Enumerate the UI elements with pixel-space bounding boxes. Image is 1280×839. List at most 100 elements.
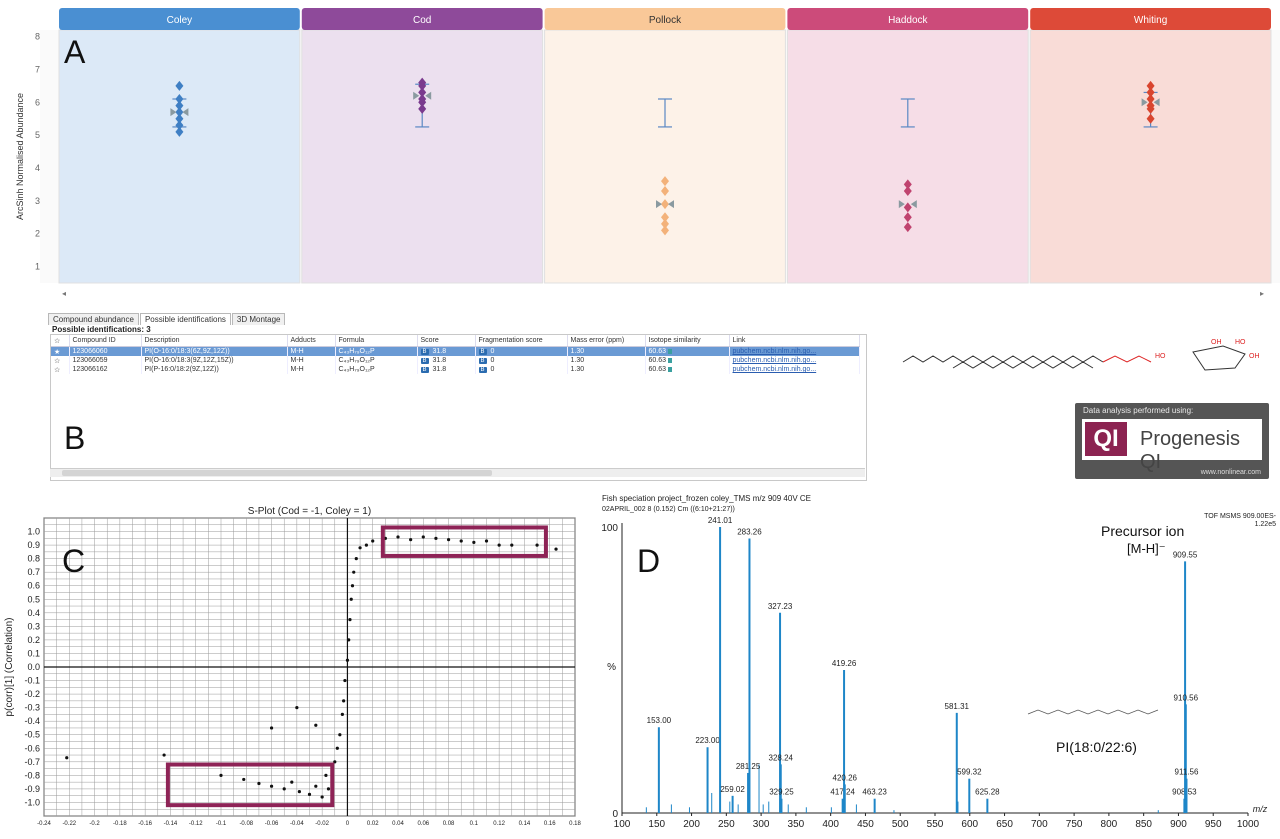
y-tick-label: -0.2 [24, 689, 40, 699]
x-tick-label: 300 [753, 819, 770, 830]
formula: C₄₃H₇₉O₁₂P [335, 365, 418, 374]
horizontal-scrollbar[interactable] [50, 468, 865, 477]
pubchem-link[interactable]: pubchem.ncbi.nlm.nih.go... [732, 348, 817, 355]
column-header[interactable]: Compound ID [69, 335, 142, 347]
column-header[interactable]: Adducts [287, 335, 336, 347]
peak-label: 223.00 [695, 736, 720, 745]
table-row[interactable]: ☆ 123066162 PI(P-16:0/18:2(9Z,12Z)) M-H … [51, 365, 860, 374]
tab-possible-identifications[interactable]: Possible identifications [139, 313, 231, 325]
link-cell: pubchem.ncbi.nlm.nih.go... [729, 365, 860, 374]
column-header[interactable]: Isotope similarity [645, 335, 730, 347]
data-point [354, 557, 358, 561]
x-tick-label: 0.08 [443, 821, 455, 827]
column-header[interactable]: Formula [335, 335, 418, 347]
mean-marker [1153, 98, 1160, 107]
data-point [446, 538, 451, 542]
data-point [175, 94, 184, 104]
y-tick-label: 4 [35, 163, 40, 173]
pubchem-link[interactable]: pubchem.ncbi.nlm.nih.go... [732, 366, 817, 373]
data-point [1146, 80, 1155, 91]
data-point [554, 547, 558, 551]
x-tick-label: -0.08 [239, 821, 253, 827]
column-header[interactable]: Link [729, 335, 860, 347]
data-point [903, 186, 912, 196]
tab-3d-montage[interactable]: 3D Montage [231, 313, 286, 325]
x-tick-label: 0.12 [493, 821, 505, 827]
data-point [343, 678, 347, 683]
column-header[interactable]: Mass error (ppm) [567, 335, 646, 347]
compound-id: 123066059 [69, 356, 142, 365]
link-cell: pubchem.ncbi.nlm.nih.go... [729, 356, 860, 365]
link-cell: pubchem.ncbi.nlm.nih.go... [729, 346, 860, 356]
peak-label: 911.56 [1175, 768, 1199, 777]
tab-compound-abundance[interactable]: Compound abundance [48, 313, 139, 325]
formula: C₄₃H₇₉O₁₂P [335, 346, 418, 356]
peak-label: 581.31 [945, 702, 970, 711]
pubchem-link[interactable]: pubchem.ncbi.nlm.nih.go... [732, 357, 817, 364]
group-panel [58, 29, 301, 284]
score-cell: B 31.8 [417, 356, 476, 365]
data-point [324, 773, 328, 777]
data-point [364, 543, 368, 547]
mean-marker [656, 200, 662, 209]
y-tick-label: 5 [35, 130, 40, 140]
data-point [175, 107, 184, 118]
data-point [358, 546, 362, 550]
possible-identifications-panel: Compound abundance Possible identificati… [48, 310, 1274, 482]
y-tick-label: -0.9 [24, 784, 40, 794]
data-point [350, 584, 355, 588]
data-point [338, 733, 342, 737]
data-point [257, 781, 261, 786]
star-icon[interactable]: ☆ [51, 365, 70, 374]
x-tick-label: 0.1 [470, 821, 479, 827]
data-point [1146, 100, 1155, 111]
peak-label: 328.24 [769, 753, 794, 762]
spectrum-header: Fish speciation project_frozen coley_TMS… [602, 494, 811, 503]
panel-letter-a: A [64, 34, 86, 70]
structure-diagram: HO OH HO OH [902, 339, 1260, 371]
scroll-right-icon: ▸ [1260, 289, 1264, 298]
y-tick-label: 1.0 [27, 527, 40, 537]
y-tick-label: -0.8 [24, 770, 40, 780]
isotope-bar-icon [668, 348, 673, 354]
data-point [314, 784, 318, 788]
star-icon[interactable]: ★ [51, 346, 70, 356]
x-tick-label: -0.1 [216, 821, 227, 827]
progenesis-name: Progenesis QI [1140, 428, 1241, 473]
y-tick-label: 2 [35, 229, 40, 239]
progenesis-caption: Data analysis performed using: [1083, 406, 1194, 415]
instrument-label: TOF MSMS 909.00ES- [1204, 513, 1277, 520]
table-row[interactable]: ☆ 123066059 PI(O-16:0/18:3(9Z,12Z,15Z)) … [51, 356, 860, 365]
compound-id: 123066162 [69, 365, 142, 374]
mean-marker [898, 200, 905, 209]
group-header [1030, 8, 1271, 30]
frag-badge: B [478, 349, 487, 355]
data-point [175, 126, 184, 137]
scrollbar-thumb[interactable] [62, 470, 492, 476]
peak-label: 419.26 [832, 659, 857, 668]
column-header[interactable]: Description [141, 335, 288, 347]
x-tick-label: 550 [927, 819, 944, 830]
isotope-similarity: 60.63 [648, 348, 667, 355]
x-tick-label: -0.18 [113, 821, 127, 827]
x-tick-label: -0.14 [164, 821, 178, 827]
column-header[interactable]: Fragmentation score [475, 335, 568, 347]
x-tick-label: 1000 [1237, 819, 1260, 830]
data-point [459, 539, 463, 543]
x-tick-label: 100 [614, 819, 631, 830]
mean-marker [668, 200, 674, 209]
mass-error: 1.30 [567, 346, 646, 356]
mean-marker [170, 108, 177, 117]
data-point [484, 539, 489, 543]
star-icon[interactable]: ☆ [51, 356, 70, 365]
isotope-similarity: 60.63 [648, 366, 667, 373]
data-point [903, 179, 912, 190]
y-axis-label: % [607, 662, 616, 673]
data-point [242, 777, 246, 782]
data-point [290, 780, 294, 784]
table-row[interactable]: ★ 123066060 PI(O-16:0/18:3(6Z,9Z,12Z)) M… [51, 346, 860, 356]
column-header[interactable]: Score [417, 335, 476, 347]
score-badge: B [420, 367, 429, 373]
group-panel [786, 29, 1029, 284]
